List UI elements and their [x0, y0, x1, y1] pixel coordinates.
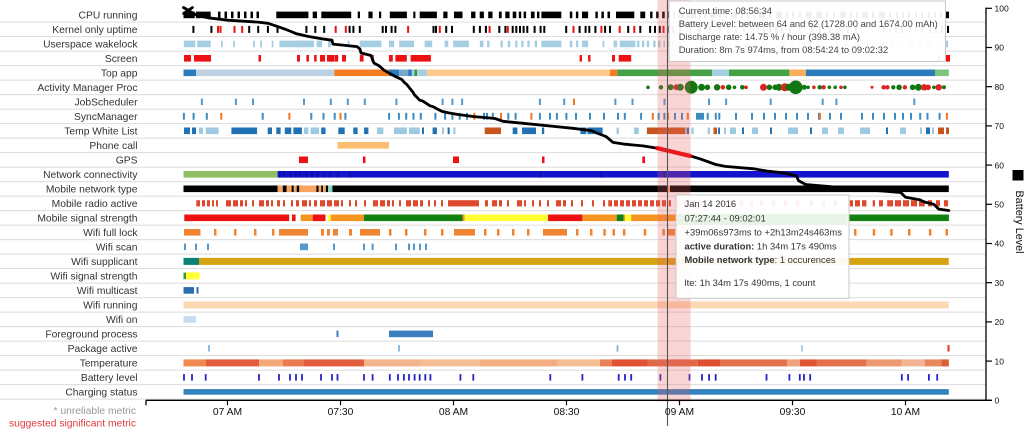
svg-text:active duration: 1h 34m 17s 49: active duration: 1h 34m 17s 490ms: [685, 241, 837, 252]
svg-text:60: 60: [995, 160, 1005, 170]
svg-text:CPU running: CPU running: [79, 11, 138, 22]
svg-text:07 AM: 07 AM: [213, 407, 242, 418]
svg-text:Wifi supplicant: Wifi supplicant: [71, 257, 138, 268]
svg-text:Wifi on: Wifi on: [106, 315, 138, 326]
svg-text:08:30: 08:30: [554, 407, 580, 418]
svg-text:Activity Manager Proc: Activity Manager Proc: [37, 83, 137, 94]
svg-text:GPS: GPS: [116, 156, 138, 167]
svg-text:Mobile signal strength: Mobile signal strength: [37, 214, 137, 225]
svg-text:50: 50: [995, 200, 1005, 210]
svg-text:Screen: Screen: [105, 54, 138, 65]
svg-text:SyncManager: SyncManager: [74, 112, 138, 123]
svg-text:80: 80: [995, 82, 1005, 92]
svg-text:07:30: 07:30: [328, 407, 354, 418]
svg-text:Mobile network type: Mobile network type: [46, 185, 138, 196]
svg-text:Kernel only uptime: Kernel only uptime: [52, 25, 138, 36]
svg-text:+39m06s973ms to +2h13m24s463ms: +39m06s973ms to +2h13m24s463ms: [685, 227, 843, 238]
svg-text:90: 90: [995, 43, 1005, 53]
svg-text:70: 70: [995, 121, 1005, 131]
svg-text:08 AM: 08 AM: [439, 407, 468, 418]
svg-text:Top app: Top app: [101, 69, 138, 80]
svg-text:Battery level: Battery level: [81, 373, 138, 384]
svg-text:Jan 14 2016: Jan 14 2016: [685, 198, 737, 209]
svg-text:Current time: 08:56:34: Current time: 08:56:34: [679, 5, 772, 16]
svg-text:100: 100: [995, 4, 1009, 14]
svg-text:JobScheduler: JobScheduler: [75, 98, 139, 109]
svg-text:0: 0: [995, 396, 1000, 406]
svg-text:Package active: Package active: [68, 344, 138, 355]
svg-text:Wifi signal strength: Wifi signal strength: [51, 272, 138, 283]
svg-text:Foreground process: Foreground process: [45, 330, 137, 341]
svg-text:Battery Level: Battery Level: [1013, 190, 1025, 253]
svg-text:Charging status: Charging status: [65, 388, 137, 399]
svg-text:Wifi running: Wifi running: [83, 301, 138, 312]
svg-text:20: 20: [995, 317, 1005, 327]
svg-text:09:30: 09:30: [780, 407, 806, 418]
svg-text:09 AM: 09 AM: [665, 407, 694, 418]
svg-text:Wifi full lock: Wifi full lock: [83, 228, 138, 239]
svg-text:* unreliable metric: * unreliable metric: [54, 406, 136, 417]
svg-text:suggested significant metric: suggested significant metric: [9, 419, 136, 430]
svg-text:Temp White List: Temp White List: [64, 127, 137, 138]
svg-text:10 AM: 10 AM: [891, 407, 920, 418]
svg-text:Network connectivity: Network connectivity: [43, 170, 138, 181]
svg-text:40: 40: [995, 239, 1005, 249]
svg-text:10: 10: [995, 356, 1005, 366]
svg-text:lte: 1h 34m 17s 490ms, 1 count: lte: 1h 34m 17s 490ms, 1 count: [685, 277, 816, 288]
svg-text:Battery Level: between 64 and: Battery Level: between 64 and 62 (1728.0…: [679, 18, 938, 29]
svg-text:Discharge rate: 14.75 % / hour: Discharge rate: 14.75 % / hour (398.38 m…: [679, 31, 860, 42]
svg-text:30: 30: [995, 278, 1005, 288]
svg-text:Wifi scan: Wifi scan: [96, 243, 138, 254]
svg-text:Mobile network type: 1 occuren: Mobile network type: 1 occurences: [685, 254, 836, 265]
svg-text:07:27:44 - 09:02:01: 07:27:44 - 09:02:01: [685, 213, 766, 224]
svg-text:Phone call: Phone call: [89, 141, 137, 152]
svg-text:Duration: 8m 7s 974ms, from 08: Duration: 8m 7s 974ms, from 08:54:24 to …: [679, 44, 889, 55]
svg-text:Wifi multicast: Wifi multicast: [77, 286, 138, 297]
svg-text:Mobile radio active: Mobile radio active: [52, 199, 138, 210]
svg-text:Userspace wakelock: Userspace wakelock: [43, 40, 138, 51]
svg-text:Temperature: Temperature: [80, 359, 138, 370]
